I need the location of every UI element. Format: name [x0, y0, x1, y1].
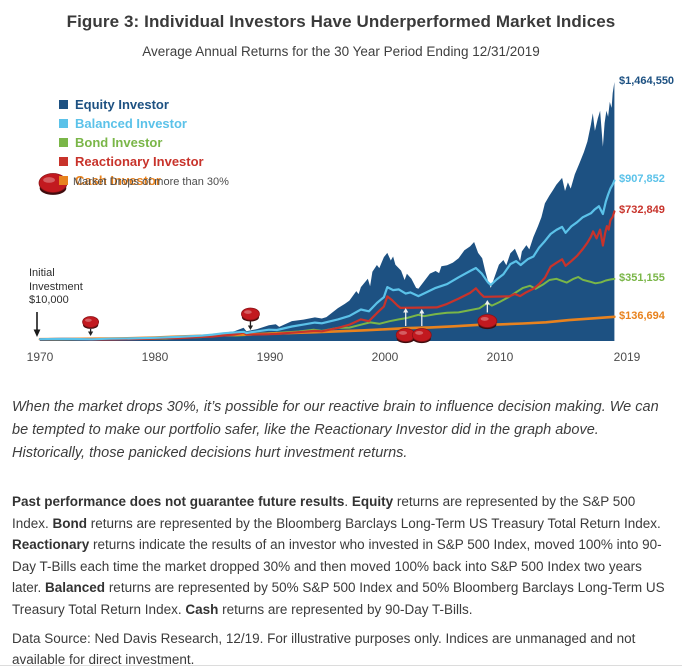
- disclosure-text: Past performance does not guarantee futu…: [12, 491, 670, 620]
- chart-legend: Equity Investor Balanced Investor Bond Inv…: [59, 95, 204, 190]
- initial-investment-label: Initial Investment $10,000: [29, 267, 83, 308]
- end-value-label: $907,852: [619, 173, 665, 185]
- end-value-label: $351,155: [619, 272, 665, 284]
- legend-swatch: [59, 157, 68, 166]
- x-axis-label: 2019: [613, 350, 641, 364]
- drop-arrowhead: [403, 308, 409, 313]
- end-value-label: $136,694: [619, 310, 665, 322]
- x-axis-label: 1990: [256, 350, 284, 364]
- market-drop-button-icon: [241, 307, 260, 322]
- legend-swatch: [59, 119, 68, 128]
- disclosure-term: Cash: [185, 601, 219, 617]
- disclosure-segment: .: [344, 494, 352, 509]
- x-axis-label: 2010: [486, 350, 514, 364]
- legend-swatch: [59, 100, 68, 109]
- legend-label: Balanced Investor: [75, 116, 187, 131]
- series-line: [38, 210, 616, 341]
- legend-swatch: [59, 176, 68, 185]
- legend-item: Cash Investor: [59, 171, 204, 190]
- disclosure-segment: returns are represented by the S&P 500 I…: [12, 494, 636, 531]
- equity-area: [40, 82, 615, 341]
- legend-label: Equity Investor: [75, 97, 169, 112]
- disclosure-term: Balanced: [45, 580, 106, 595]
- initial-investment-line: Investment: [29, 280, 83, 293]
- x-axis-label: 1980: [141, 350, 169, 364]
- disclosure-segment: returns are represented by the Bloomberg…: [87, 515, 661, 531]
- legend-swatch: [59, 138, 68, 147]
- reactive-brain-note: When the market drops 30%, it’s possible…: [12, 399, 659, 461]
- disclosure-term: Bond: [52, 515, 88, 531]
- legend-label: Bond Investor: [75, 135, 163, 150]
- initial-investment-line: $10,000: [29, 294, 69, 306]
- data-source-text: Data Source: Ned Davis Research, 12/19. …: [12, 631, 636, 667]
- drop-arrowhead: [484, 300, 490, 305]
- market-drop-button-icon: [477, 314, 498, 330]
- legend-label: Reactionary Investor: [75, 154, 204, 169]
- drop-arrowhead: [419, 309, 425, 314]
- disclosure-segment: returns are represented by 50% S&P 500 I…: [12, 580, 665, 617]
- figure-title: Figure 3: Individual Investors Have Unde…: [66, 12, 616, 31]
- market-drops-key-label: Market Drops of more than 30%: [73, 176, 229, 188]
- series-line: [38, 179, 616, 341]
- initial-investment-line: Initial: [29, 267, 55, 279]
- legend-item: Balanced Investor: [59, 114, 204, 133]
- end-value-label: $732,849: [619, 204, 665, 216]
- x-axis-label: 1970: [26, 350, 54, 364]
- disclosure-term: Equity: [351, 494, 394, 509]
- figure-subtitle: Average Annual Returns for the 30 Year P…: [142, 44, 540, 59]
- disclosure-term: Past performance does not guarantee futu…: [12, 494, 345, 509]
- legend-item: Bond Investor: [59, 133, 204, 152]
- returns-chart: Equity Investor Balanced Investor Bond Inv…: [0, 69, 682, 369]
- drop-arrowhead: [88, 331, 94, 336]
- initial-investment-arrowhead: [33, 329, 41, 337]
- legend-label: Cash Investor: [75, 173, 161, 188]
- disclosure-segment: returns are represented by 90-Day T-Bill…: [218, 601, 473, 617]
- drop-arrowhead: [247, 325, 254, 330]
- disclosure-segment: returns indicate the results of an inves…: [12, 537, 662, 595]
- market-drop-button-icon: [411, 328, 432, 344]
- x-axis-label: 2000: [371, 350, 399, 364]
- legend-item: Reactionary Investor: [59, 152, 204, 171]
- legend-item: Equity Investor: [59, 95, 204, 114]
- disclosure-term: Reactionary: [12, 537, 90, 552]
- market-drop-button-icon: [82, 316, 99, 329]
- end-value-label: $1,464,550: [619, 75, 675, 87]
